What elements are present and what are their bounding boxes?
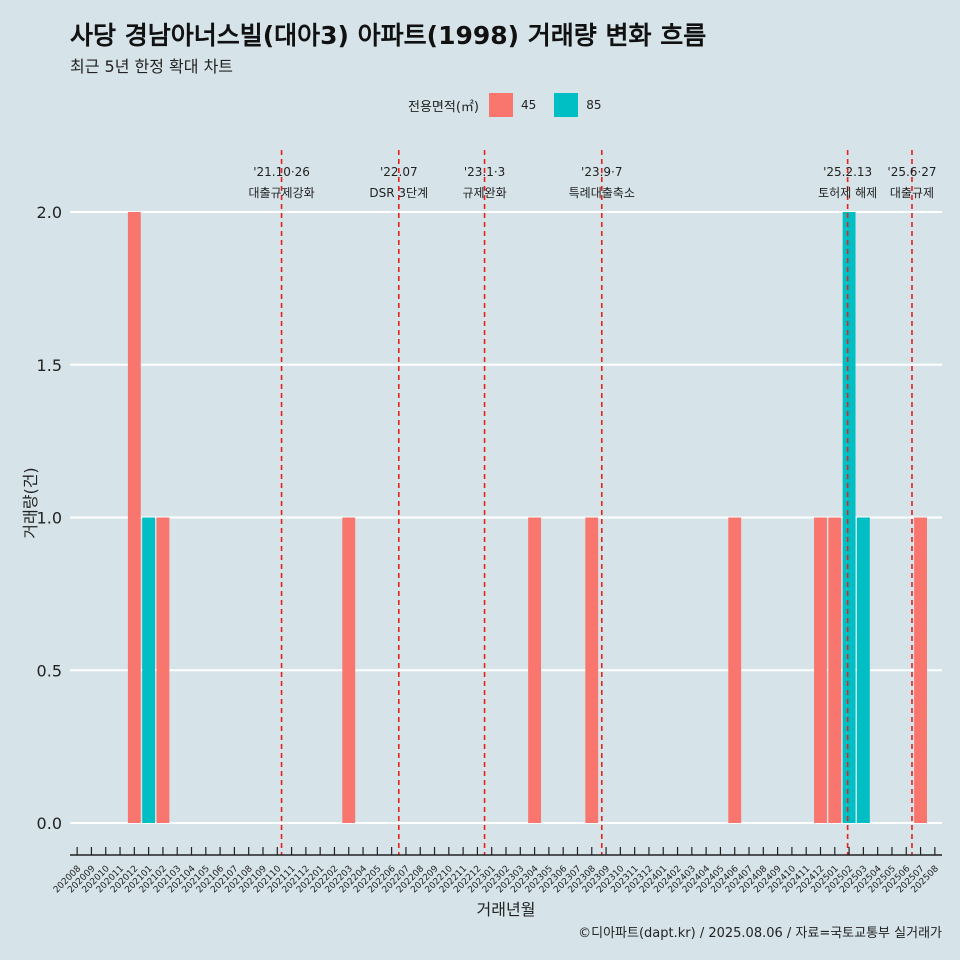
bar — [156, 517, 170, 823]
legend-title: 전용면적(㎡) — [408, 99, 479, 115]
y-tick-label: 0.0 — [37, 814, 62, 833]
event-date-label: '25.6·27 — [887, 165, 936, 179]
x-axis-title: 거래년월 — [477, 900, 536, 919]
bar — [585, 517, 599, 823]
bar — [528, 517, 542, 823]
chart-title: 사당 경남아너스빌(대아3) 아파트(1998) 거래량 변화 흐름 — [70, 21, 707, 50]
bar — [728, 517, 742, 823]
legend-key-45 — [488, 93, 513, 117]
bar — [342, 517, 356, 823]
event-date-label: '23.1·3 — [464, 165, 505, 179]
event-date-label: '22.07 — [380, 165, 418, 179]
event-text-label: 대출규제 — [890, 186, 934, 200]
bar — [142, 517, 156, 823]
y-axis-title: 거래량(건) — [21, 467, 40, 538]
legend-label-85: 85 — [586, 98, 602, 112]
bar — [828, 517, 842, 823]
bar — [842, 212, 856, 823]
legend-key-85 — [554, 93, 579, 117]
bar — [814, 517, 827, 823]
y-tick-label: 1.5 — [37, 356, 62, 375]
event-text-label: DSR 3단계 — [369, 186, 428, 200]
y-tick-label: 2.0 — [37, 203, 62, 222]
event-date-label: '25.2.13 — [823, 165, 872, 179]
bar — [914, 517, 927, 823]
y-tick-label: 0.5 — [37, 661, 62, 680]
event-text-label: 규제완화 — [462, 186, 506, 200]
legend: 전용면적(㎡) 45 85 — [408, 93, 620, 117]
legend-label-45: 45 — [520, 98, 537, 112]
y-tick-label: 1.0 — [37, 509, 62, 528]
event-text-label: 토허제 해제 — [818, 186, 877, 200]
source-caption: ©디아파트(dapt.kr) / 2025.08.06 / 자료=국토교통부 실… — [578, 926, 942, 941]
bar — [856, 517, 870, 823]
bar — [127, 212, 141, 823]
chart-subtitle: 최근 5년 한정 확대 차트 — [70, 57, 234, 76]
event-date-label: '23.9·7 — [581, 165, 622, 179]
event-date-label: '21.10·26 — [253, 165, 310, 179]
event-text-label: 대출규제강화 — [248, 186, 314, 200]
event-text-label: 특례대출축소 — [569, 186, 635, 200]
